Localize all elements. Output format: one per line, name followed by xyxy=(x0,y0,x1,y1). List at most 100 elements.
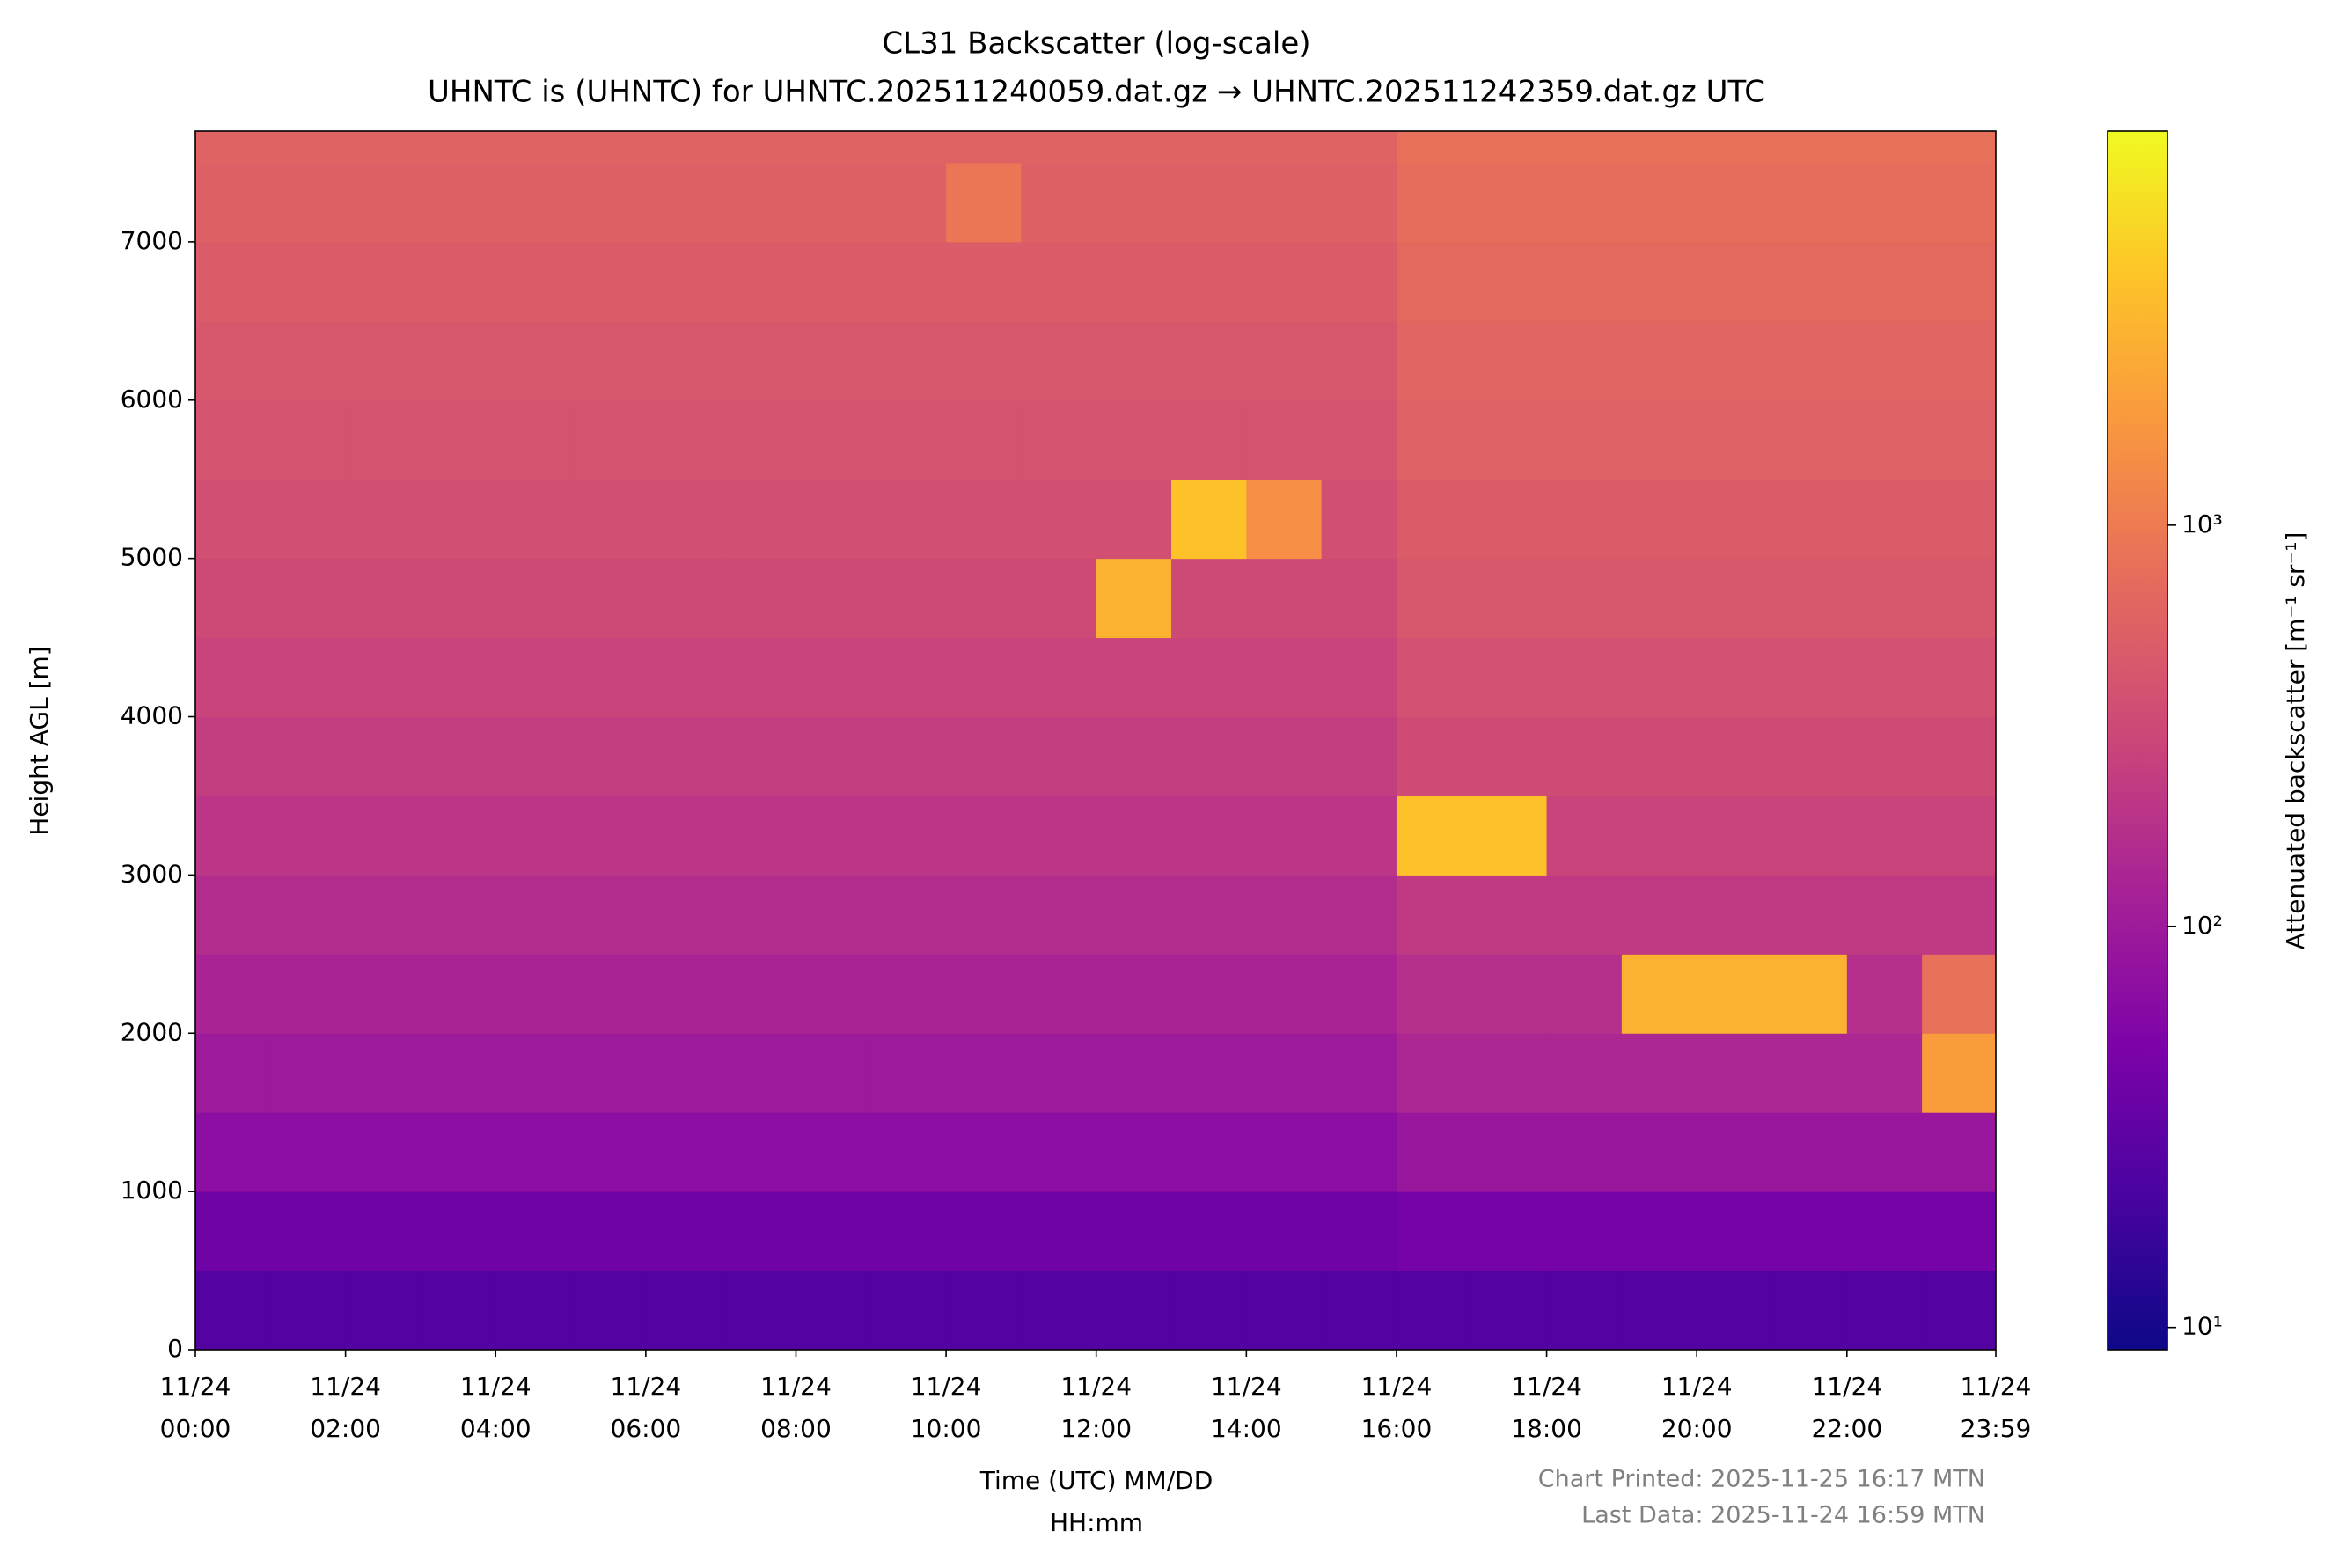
heatmap-cell xyxy=(1021,558,1097,639)
heatmap-cell xyxy=(420,479,496,560)
heatmap-cell xyxy=(870,1033,947,1113)
heatmap-cell xyxy=(1922,320,1997,401)
heatmap-cell xyxy=(1546,162,1623,243)
heatmap-cell xyxy=(721,241,796,322)
heatmap-cell xyxy=(1321,954,1397,1034)
heatmap-cell xyxy=(1771,1271,1848,1351)
x-tick-label: 08:00 xyxy=(760,1414,832,1443)
x-tick-label: 11/24 xyxy=(760,1372,832,1401)
heatmap-cell xyxy=(1021,795,1097,876)
heatmap-cell xyxy=(645,131,722,164)
heatmap-cell xyxy=(495,479,572,560)
heatmap-cell xyxy=(345,1191,422,1271)
heatmap-cell xyxy=(1246,716,1323,796)
x-tick-label: 10:00 xyxy=(911,1414,982,1443)
heatmap-cell xyxy=(645,637,722,718)
heatmap-cell xyxy=(1771,1191,1848,1271)
heatmap-cell xyxy=(721,795,796,876)
y-tick-label: 6000 xyxy=(121,385,183,414)
heatmap-cell xyxy=(1321,131,1397,164)
heatmap-cell xyxy=(195,637,271,718)
heatmap-cell xyxy=(1096,1033,1172,1113)
heatmap-cell xyxy=(796,954,872,1034)
heatmap-cell xyxy=(495,131,572,164)
heatmap-cell xyxy=(1697,131,1772,164)
heatmap-cell xyxy=(570,1191,647,1271)
heatmap-cell xyxy=(796,241,872,322)
heatmap-cell xyxy=(195,716,271,796)
y-tick-label: 4000 xyxy=(121,701,183,730)
heatmap-cell xyxy=(1922,1033,1997,1113)
heatmap-cell xyxy=(1396,875,1472,955)
heatmap-cell xyxy=(946,954,1022,1034)
heatmap-cell xyxy=(495,1271,572,1351)
heatmap-cell xyxy=(1771,241,1848,322)
heatmap-cell xyxy=(195,162,271,243)
heatmap-cell xyxy=(645,320,722,401)
heatmap-cell xyxy=(1021,131,1097,164)
heatmap-cell xyxy=(1546,716,1623,796)
heatmap-cell xyxy=(870,320,947,401)
heatmap-cell xyxy=(1246,558,1323,639)
heatmap-cell xyxy=(1171,241,1247,322)
heatmap-cell xyxy=(1471,875,1548,955)
footer-note: Chart Printed: 2025-11-25 16:17 MTN xyxy=(1538,1466,1985,1493)
heatmap-cell xyxy=(1922,795,1997,876)
heatmap-cell xyxy=(1922,1271,1997,1351)
colorbar xyxy=(2107,130,2168,1351)
heatmap-cell xyxy=(495,320,572,401)
heatmap-cell xyxy=(195,1112,271,1192)
heatmap-cell xyxy=(721,162,796,243)
heatmap-cell xyxy=(1471,954,1548,1034)
heatmap-cell xyxy=(1021,716,1097,796)
y-tick-label: 7000 xyxy=(121,226,183,255)
x-tick-label: 11/24 xyxy=(460,1372,532,1401)
heatmap-cell xyxy=(1396,241,1472,322)
heatmap-cell xyxy=(1096,954,1172,1034)
heatmap-cell xyxy=(870,795,947,876)
heatmap-cell xyxy=(1096,241,1172,322)
heatmap-cell xyxy=(1697,875,1772,955)
heatmap-cell xyxy=(870,479,947,560)
heatmap-cell xyxy=(1546,479,1623,560)
heatmap-cell xyxy=(946,558,1022,639)
heatmap-cell xyxy=(1846,241,1923,322)
heatmap-cell xyxy=(1471,399,1548,480)
heatmap-cell xyxy=(1321,558,1397,639)
colorbar-tick-label: 10² xyxy=(2181,911,2223,940)
heatmap-cell xyxy=(195,479,271,560)
heatmap-cell xyxy=(1846,399,1923,480)
heatmap-cell xyxy=(1922,637,1997,718)
heatmap-cell xyxy=(1922,479,1997,560)
heatmap-cell xyxy=(570,1033,647,1113)
heatmap-cell xyxy=(345,241,422,322)
heatmap-cell xyxy=(796,1191,872,1271)
heatmap-cell xyxy=(870,1112,947,1192)
heatmap-cell xyxy=(570,716,647,796)
x-tick-label: 16:00 xyxy=(1361,1414,1433,1443)
heatmap-cell xyxy=(570,241,647,322)
heatmap-cell xyxy=(796,479,872,560)
heatmap-cell xyxy=(1621,399,1697,480)
heatmap-cell xyxy=(1321,241,1397,322)
heatmap-cell xyxy=(645,716,722,796)
heatmap-cell xyxy=(1771,795,1848,876)
heatmap-cell xyxy=(1771,1112,1848,1192)
heatmap-cell xyxy=(1846,954,1923,1034)
x-tick-label: 02:00 xyxy=(310,1414,381,1443)
heatmap-cell xyxy=(270,954,347,1034)
colorbar-label: Attenuated backscatter [m⁻¹ sr⁻¹] xyxy=(2281,532,2310,950)
heatmap-cell xyxy=(1471,1112,1548,1192)
heatmap-cell xyxy=(1171,320,1247,401)
heatmap-cell xyxy=(420,875,496,955)
heatmap-cell xyxy=(1396,637,1472,718)
heatmap-cell xyxy=(1697,795,1772,876)
heatmap-cell xyxy=(1096,162,1172,243)
heatmap-cell xyxy=(495,637,572,718)
heatmap-cell xyxy=(1846,558,1923,639)
heatmap-cell xyxy=(1321,637,1397,718)
heatmap-cell xyxy=(270,241,347,322)
heatmap-cell xyxy=(1471,716,1548,796)
heatmap-cell xyxy=(420,795,496,876)
